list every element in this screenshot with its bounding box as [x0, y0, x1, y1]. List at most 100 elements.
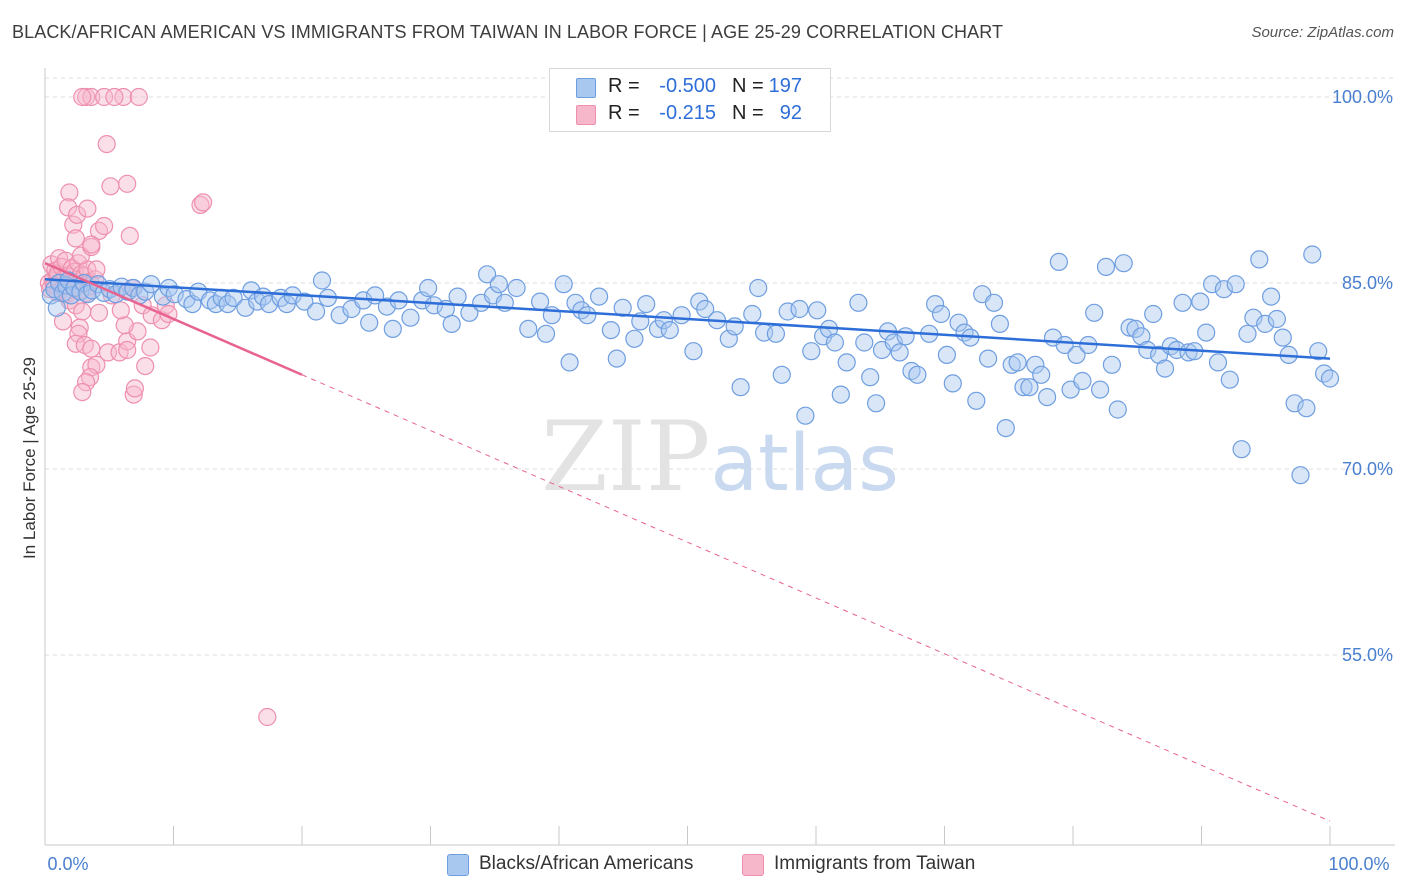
legend-r-label: R = [608, 102, 640, 124]
grid-layer [45, 77, 1395, 656]
blue-point [654, 311, 674, 330]
blue-point [743, 304, 762, 324]
blue-point [1085, 303, 1104, 322]
blue-point [312, 271, 332, 290]
blue-point [530, 292, 550, 311]
blue-point [1285, 394, 1304, 413]
blue-point [1173, 293, 1192, 312]
blue-point [360, 313, 379, 332]
pink-point [136, 357, 155, 376]
pink-point [118, 340, 137, 360]
blue-point [601, 321, 621, 340]
blue-point [1214, 280, 1234, 299]
blue-point [696, 299, 715, 319]
blue-point [1250, 250, 1269, 269]
y-tick-label: 70.0% [1342, 459, 1393, 479]
blue-point [1191, 292, 1210, 311]
blue-point [931, 304, 951, 324]
blue-point [1232, 440, 1251, 459]
blue-point [236, 298, 255, 317]
bottom-legend-swatch-pink [742, 854, 764, 876]
blue-point [1238, 324, 1257, 343]
blue-point [1138, 340, 1157, 360]
blue-point [1273, 328, 1292, 347]
pink-point [118, 174, 137, 193]
blue-point [990, 314, 1010, 333]
blue-point [1014, 378, 1033, 397]
bottom-legend-label-blue: Blacks/African Americans [479, 853, 694, 874]
blue-point [259, 295, 279, 314]
blue-point [1314, 364, 1334, 383]
blue-point [536, 324, 556, 343]
legend-n-label: N = [732, 102, 764, 124]
blue-point [890, 343, 909, 362]
legend-r-value: -0.215 [659, 102, 716, 124]
blue-point [1049, 252, 1069, 271]
blue-point [855, 333, 874, 352]
legend-n-value: 92 [779, 102, 802, 124]
pink-point [258, 707, 277, 727]
blue-point [1067, 345, 1086, 364]
pink-point [76, 87, 96, 107]
blue-point [925, 295, 945, 314]
pink-point [82, 235, 101, 254]
legend-r-value: -0.500 [659, 75, 716, 97]
pink-point [78, 199, 97, 218]
pink-point [82, 339, 101, 358]
legend-swatch-pink [576, 105, 596, 125]
blue-point [749, 278, 768, 298]
label-layer: 55.0% 70.0% 85.0% 100.0% 0.0% 100.0% In Labor … [20, 87, 1393, 874]
pink-point [115, 316, 134, 335]
blue-point [519, 319, 538, 338]
watermark: ZIPatlas [541, 401, 899, 513]
blue-point [937, 345, 957, 364]
blue-point [478, 265, 497, 284]
pink-point [94, 87, 114, 107]
blue-point [572, 301, 591, 320]
blue-point [1090, 380, 1110, 399]
blue-point [307, 302, 326, 321]
axis-layer [44, 68, 1395, 846]
blue-point [1032, 365, 1051, 384]
watermark-atlas: atlas [710, 419, 899, 509]
blue-point [978, 349, 998, 368]
blue-point [613, 298, 632, 317]
blue-point [796, 406, 815, 425]
blue-point [1114, 254, 1133, 273]
blue-point [1256, 314, 1275, 333]
blue-point [766, 324, 786, 343]
blue-point [1303, 245, 1322, 264]
blue-point [731, 378, 750, 397]
pink-point [194, 193, 213, 212]
chart-source: Source: ZipAtlas.com [1251, 24, 1394, 41]
blue-point [684, 342, 703, 361]
trend-layer [44, 262, 1331, 822]
blue-point [790, 299, 809, 319]
blue-point [1197, 323, 1216, 342]
pink-point [60, 183, 79, 202]
pink-point [129, 87, 148, 107]
pink-point [141, 338, 160, 357]
blue-point [419, 278, 438, 298]
legend-row-blue: R = -0.500 N = 197 [550, 73, 830, 101]
blue-point [949, 313, 968, 332]
y-axis-label: In Labor Force | Age 25-29 [20, 357, 39, 559]
blue-point [849, 293, 868, 312]
blue-point [1267, 309, 1287, 329]
blue-point [1208, 353, 1228, 372]
blue-point [637, 295, 656, 314]
pink-point [67, 205, 87, 224]
blue-point [625, 329, 644, 348]
blue-point [837, 353, 856, 372]
blue-point [1037, 388, 1057, 407]
blue-point [772, 365, 791, 384]
blue-point [224, 288, 243, 307]
blue-point [1179, 343, 1198, 362]
y-tick-label: 85.0% [1342, 273, 1393, 293]
blue-point [690, 292, 709, 311]
correlation-legend: R = -0.500 N = 197 R = -0.215 N = 92 [549, 68, 831, 132]
blue-point [1026, 355, 1045, 374]
blue-point [1108, 400, 1127, 419]
blue-point [802, 342, 821, 361]
